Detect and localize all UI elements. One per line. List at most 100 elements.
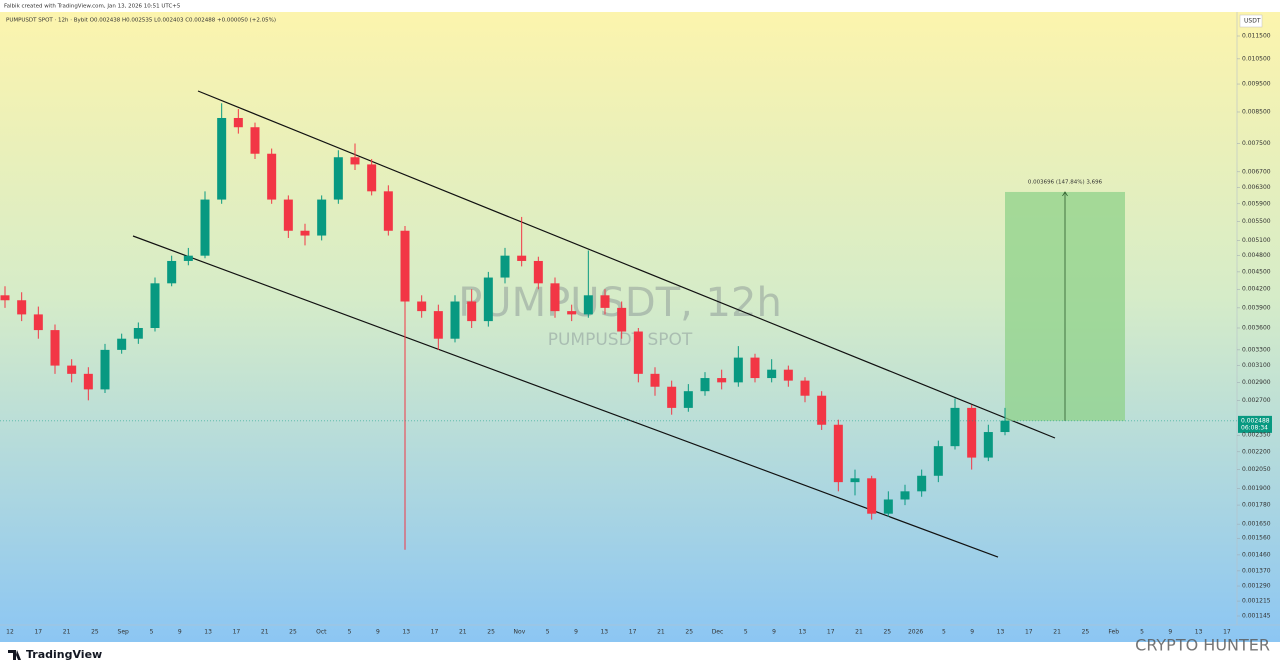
candle-body bbox=[200, 199, 210, 256]
x-tick-label: 5 bbox=[942, 629, 946, 636]
candle-body bbox=[67, 365, 77, 374]
x-tick-label: 17 bbox=[34, 629, 42, 636]
x-tick-label: 5 bbox=[1140, 629, 1144, 636]
countdown: 06:08:34 bbox=[1241, 424, 1268, 431]
y-tick-label: 0.001780 bbox=[1242, 502, 1271, 509]
x-tick-label: 21 bbox=[261, 629, 269, 636]
y-tick-label: 0.006300 bbox=[1242, 184, 1271, 191]
candle-body bbox=[567, 311, 577, 315]
candle-body bbox=[167, 260, 177, 284]
x-tick-label: Oct bbox=[316, 629, 327, 636]
candle-body bbox=[517, 255, 527, 261]
x-tick-label: 25 bbox=[487, 629, 495, 636]
y-tick-label: 0.011500 bbox=[1242, 33, 1271, 40]
footer-brand: TradingView bbox=[26, 648, 102, 661]
candle-body bbox=[600, 295, 610, 308]
x-tick-label: 12 bbox=[6, 629, 14, 636]
candle-body bbox=[1000, 420, 1010, 433]
x-tick-label: 17 bbox=[1025, 629, 1033, 636]
candle-body bbox=[83, 373, 93, 390]
watermark-subtitle: PUMPUSDT SPOT bbox=[548, 330, 693, 350]
x-tick-label: 25 bbox=[685, 629, 693, 636]
y-tick-label: 0.003900 bbox=[1242, 304, 1271, 311]
footer-logo bbox=[8, 650, 21, 660]
y-tick-label: 0.001290 bbox=[1242, 583, 1271, 590]
y-tick-label: 0.002050 bbox=[1242, 466, 1271, 473]
candle-body bbox=[50, 330, 60, 366]
credit: Falbik created with TradingView.com, Jan… bbox=[4, 4, 181, 10]
candle-body bbox=[867, 478, 877, 514]
candle-body bbox=[350, 157, 360, 165]
candle-body bbox=[267, 153, 277, 200]
candle-body bbox=[933, 446, 943, 476]
x-tick-label: 2026 bbox=[908, 629, 923, 636]
y-tick-label: 0.001900 bbox=[1242, 485, 1271, 492]
x-tick-label: 9 bbox=[772, 629, 776, 636]
candle-body bbox=[533, 260, 543, 284]
overlay-brand: CRYPTO HUNTER bbox=[1135, 636, 1270, 655]
y-tick-label: 0.001145 bbox=[1242, 613, 1271, 620]
candle-body bbox=[783, 369, 793, 381]
x-tick-label: 25 bbox=[91, 629, 99, 636]
x-tick-label: 17 bbox=[827, 629, 835, 636]
x-tick-label: Feb bbox=[1108, 629, 1119, 636]
candle-body bbox=[133, 327, 143, 339]
y-tick-label: 0.004800 bbox=[1242, 252, 1271, 259]
candle-body bbox=[583, 295, 593, 315]
candle-body bbox=[400, 230, 410, 302]
x-tick-label: 13 bbox=[997, 629, 1005, 636]
x-tick-label: 13 bbox=[204, 629, 212, 636]
x-tick-label: 21 bbox=[459, 629, 467, 636]
candle-body bbox=[683, 391, 693, 408]
candle-body bbox=[883, 499, 893, 514]
y-tick-label: 0.005100 bbox=[1242, 237, 1271, 244]
candle-body bbox=[183, 255, 193, 261]
x-tick-label: Sep bbox=[118, 629, 130, 636]
candle-body bbox=[667, 386, 677, 408]
y-tick-label: 0.005900 bbox=[1242, 200, 1271, 207]
candle-body bbox=[283, 199, 293, 231]
x-tick-label: 5 bbox=[744, 629, 748, 636]
x-tick-label: 5 bbox=[546, 629, 550, 636]
candle-body bbox=[650, 373, 660, 387]
candle-body bbox=[300, 230, 310, 236]
candle-body bbox=[333, 157, 343, 200]
channel-lower bbox=[132, 235, 999, 558]
candle-body bbox=[900, 491, 910, 500]
candle-body bbox=[767, 369, 777, 379]
y-tick-label: 0.004200 bbox=[1242, 286, 1271, 293]
y-tick-label: 0.002350 bbox=[1242, 432, 1271, 439]
x-tick-label: 17 bbox=[233, 629, 241, 636]
currency: USDT bbox=[1244, 18, 1261, 25]
candle-body bbox=[483, 277, 493, 322]
measure-label: 0.003696 (147.84%) 3,696 bbox=[1028, 179, 1103, 185]
y-tick-label: 0.008500 bbox=[1242, 108, 1271, 115]
y-tick-label: 0.002900 bbox=[1242, 379, 1271, 386]
x-tick-label: 9 bbox=[574, 629, 578, 636]
x-tick-label: 13 bbox=[402, 629, 410, 636]
candle-body bbox=[0, 295, 10, 301]
candle-body bbox=[417, 301, 427, 312]
candle-body bbox=[917, 475, 927, 492]
candle-body bbox=[550, 283, 560, 312]
candle-body bbox=[367, 164, 377, 192]
footer-bar bbox=[0, 642, 1280, 669]
x-tick-label: 25 bbox=[289, 629, 297, 636]
y-tick-label: 0.009500 bbox=[1242, 81, 1271, 88]
x-tick-label: 21 bbox=[855, 629, 863, 636]
candle-body bbox=[967, 407, 977, 458]
x-tick-label: 17 bbox=[629, 629, 637, 636]
candle-body bbox=[117, 338, 127, 350]
x-tick-label: 5 bbox=[348, 629, 352, 636]
x-tick-label: 13 bbox=[1195, 629, 1203, 636]
x-tick-label: Nov bbox=[514, 629, 526, 636]
candle-body bbox=[950, 407, 960, 447]
y-tick-label: 0.001370 bbox=[1242, 567, 1271, 574]
candle-body bbox=[717, 378, 727, 383]
candle-body bbox=[17, 300, 27, 315]
x-tick-label: 9 bbox=[178, 629, 182, 636]
candle-body bbox=[383, 191, 393, 231]
x-tick-label: 21 bbox=[1053, 629, 1061, 636]
candle-body bbox=[800, 380, 810, 396]
